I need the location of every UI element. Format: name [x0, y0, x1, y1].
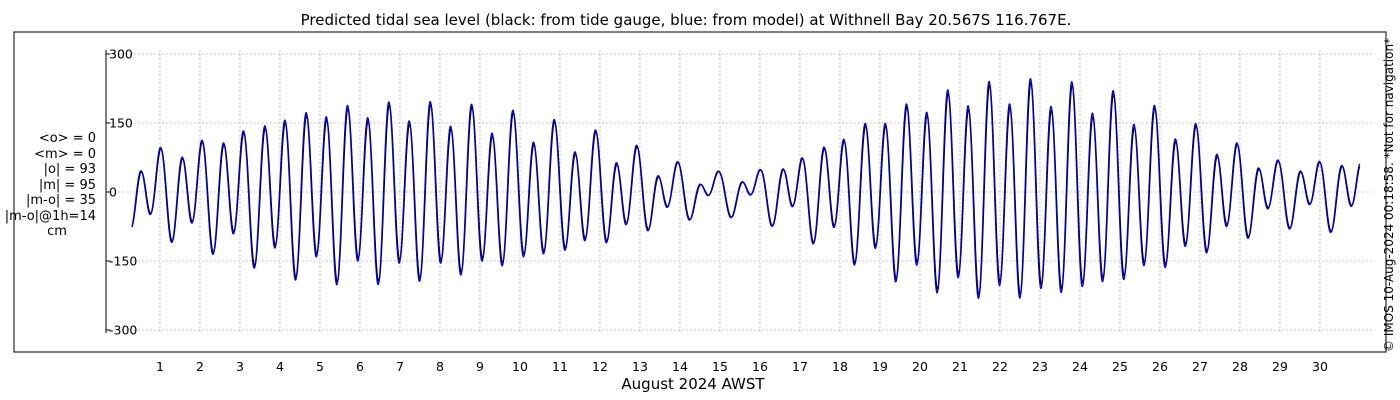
x-tick-label: 8 — [436, 359, 444, 374]
stat-abs-obs: |o| = 93 — [43, 162, 96, 177]
x-tick-label: 21 — [952, 359, 968, 374]
x-tick-label: 23 — [1032, 359, 1048, 374]
stat-unit: cm — [47, 224, 67, 239]
x-tick-label: 18 — [832, 359, 848, 374]
x-tick-label: 20 — [912, 359, 928, 374]
x-tick-label: 2 — [196, 359, 204, 374]
x-tick-label: 1 — [156, 359, 164, 374]
x-tick-label: 27 — [1192, 359, 1208, 374]
x-tick-label: 12 — [592, 359, 608, 374]
credit-text: © IMOS 10-Aug-2024 00:18:58. *Not for na… — [1382, 38, 1396, 352]
x-tick-label: 7 — [396, 359, 404, 374]
series-line-model — [131, 77, 1361, 300]
y-tick-label: 300 — [109, 47, 133, 62]
stat-mean-obs: <o> = 0 — [38, 131, 96, 146]
x-tick-label: 19 — [872, 359, 888, 374]
x-tick-label: 24 — [1072, 359, 1088, 374]
x-tick-label: 22 — [992, 359, 1008, 374]
x-tick-label: 3 — [236, 359, 244, 374]
x-tick-label: 5 — [316, 359, 324, 374]
chart-title: Predicted tidal sea level (black: from t… — [301, 11, 1072, 29]
x-tick-label: 9 — [476, 359, 484, 374]
y-tick-label: -150 — [109, 254, 137, 269]
stat-abs-diff-1h: |m-o|@1h=14 — [4, 208, 96, 224]
x-axis-label: August 2024 AWST — [621, 375, 765, 393]
x-tick-label: 14 — [672, 359, 688, 374]
x-tick-label: 25 — [1112, 359, 1128, 374]
x-tick-label: 16 — [752, 359, 768, 374]
stat-abs-diff: |m-o| = 35 — [25, 193, 96, 208]
x-tick-label: 17 — [792, 359, 808, 374]
y-tick-label: 150 — [109, 116, 133, 131]
x-tick-label: 4 — [276, 359, 284, 374]
x-tick-label: 30 — [1312, 359, 1328, 374]
series-layer — [131, 77, 1361, 300]
x-tick-label: 29 — [1272, 359, 1288, 374]
x-tick-label: 26 — [1152, 359, 1168, 374]
x-tick-label: 11 — [552, 359, 568, 374]
x-tick-label: 28 — [1232, 359, 1248, 374]
x-tick-label: 10 — [512, 359, 528, 374]
outer-frame — [13, 31, 1387, 353]
x-tick-label: 15 — [712, 359, 728, 374]
stats-panel: <o> = 0 <m> = 0 |o| = 93 |m| = 95 |m-o| … — [4, 131, 96, 240]
x-tick-label: 6 — [356, 359, 364, 374]
x-tick-label: 13 — [632, 359, 648, 374]
y-tick-label: -300 — [109, 323, 137, 338]
stat-abs-model: |m| = 95 — [38, 177, 96, 193]
y-tick-label: 0 — [109, 185, 117, 200]
stat-mean-model: <m> = 0 — [34, 146, 96, 162]
